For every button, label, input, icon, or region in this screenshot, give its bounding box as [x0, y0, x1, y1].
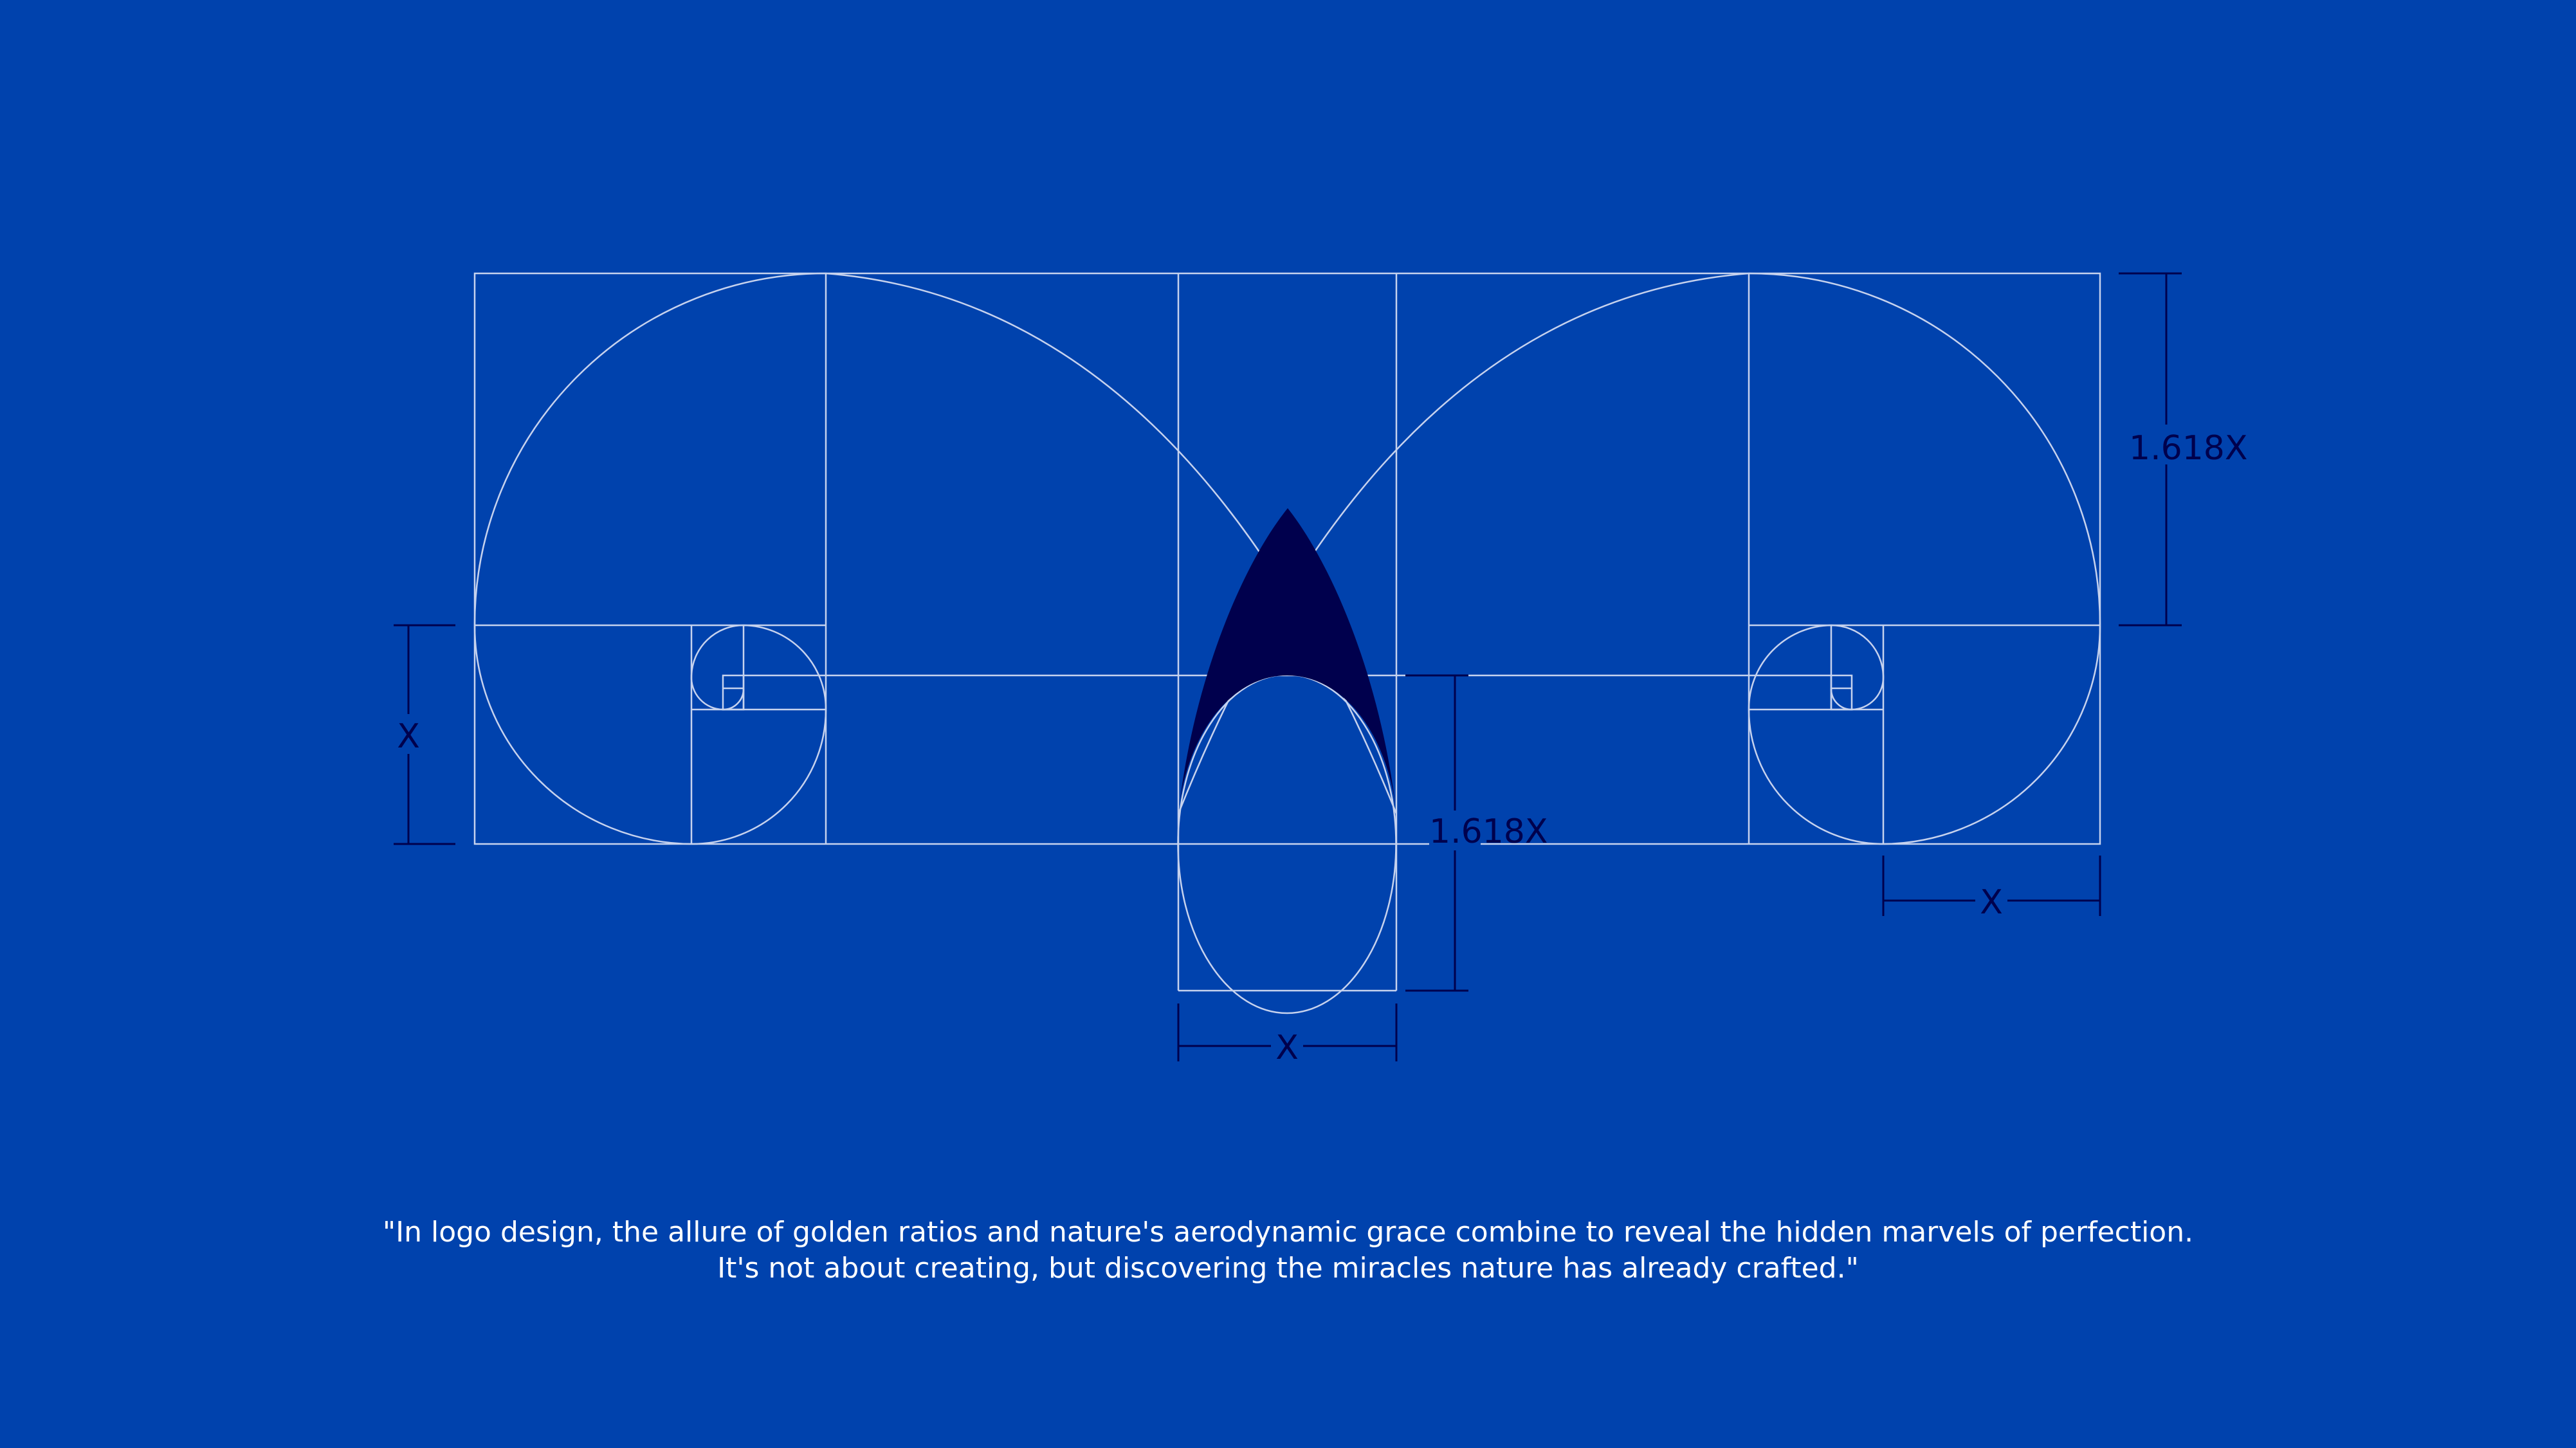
dimension-center-height: 1.618X [1405, 674, 1548, 992]
dimension-right-width: X [1882, 856, 2101, 922]
spiral-arc [1831, 624, 1885, 676]
dimension-label: X [1275, 1029, 1299, 1067]
label-bg [1271, 1027, 1303, 1065]
dimension-label: 1.618X [2129, 429, 2248, 468]
spiral-arc [473, 272, 827, 626]
inner-square [722, 674, 745, 711]
spiral-arc [1748, 624, 1832, 710]
label-bg [1975, 881, 2007, 920]
spiral-arc [691, 709, 827, 845]
quote-line-1: "In logo design, the allure of golden ra… [382, 1216, 2194, 1249]
quote-line-2: It's not about creating, but discovering… [717, 1252, 1859, 1285]
dimension-center-width: X [1177, 1004, 1398, 1067]
spiral-arc [473, 625, 692, 845]
label-bg [1429, 811, 1481, 850]
outer-frame [473, 272, 2101, 845]
dimension-label: X [1980, 883, 2003, 922]
label-bg [2128, 425, 2205, 464]
spiral-arc [722, 688, 745, 711]
dimension-right-height: 1.618X [2119, 272, 2248, 627]
quote-text: "In logo design, the allure of golden ra… [0, 1214, 2576, 1287]
spiral-arc [1748, 709, 1884, 845]
wing-fill [1178, 508, 1396, 814]
spiral-arc [743, 624, 827, 710]
spiral-arc [690, 624, 744, 676]
inner-square [1830, 674, 1853, 711]
dimension-label: X [397, 717, 420, 756]
dimension-label: 1.618X [1429, 812, 1548, 851]
golden-spirals [473, 272, 2101, 845]
spiral-arc [1883, 625, 2101, 845]
center-shape [1177, 508, 1397, 1014]
spiral-arc [690, 675, 724, 711]
spiral-arc [1851, 675, 1885, 711]
label-bg [395, 714, 422, 754]
spiral-arc [1830, 688, 1852, 711]
construction-grid [473, 272, 2101, 992]
spiral-arc [1748, 272, 2101, 626]
dimension-left: X [394, 624, 455, 845]
